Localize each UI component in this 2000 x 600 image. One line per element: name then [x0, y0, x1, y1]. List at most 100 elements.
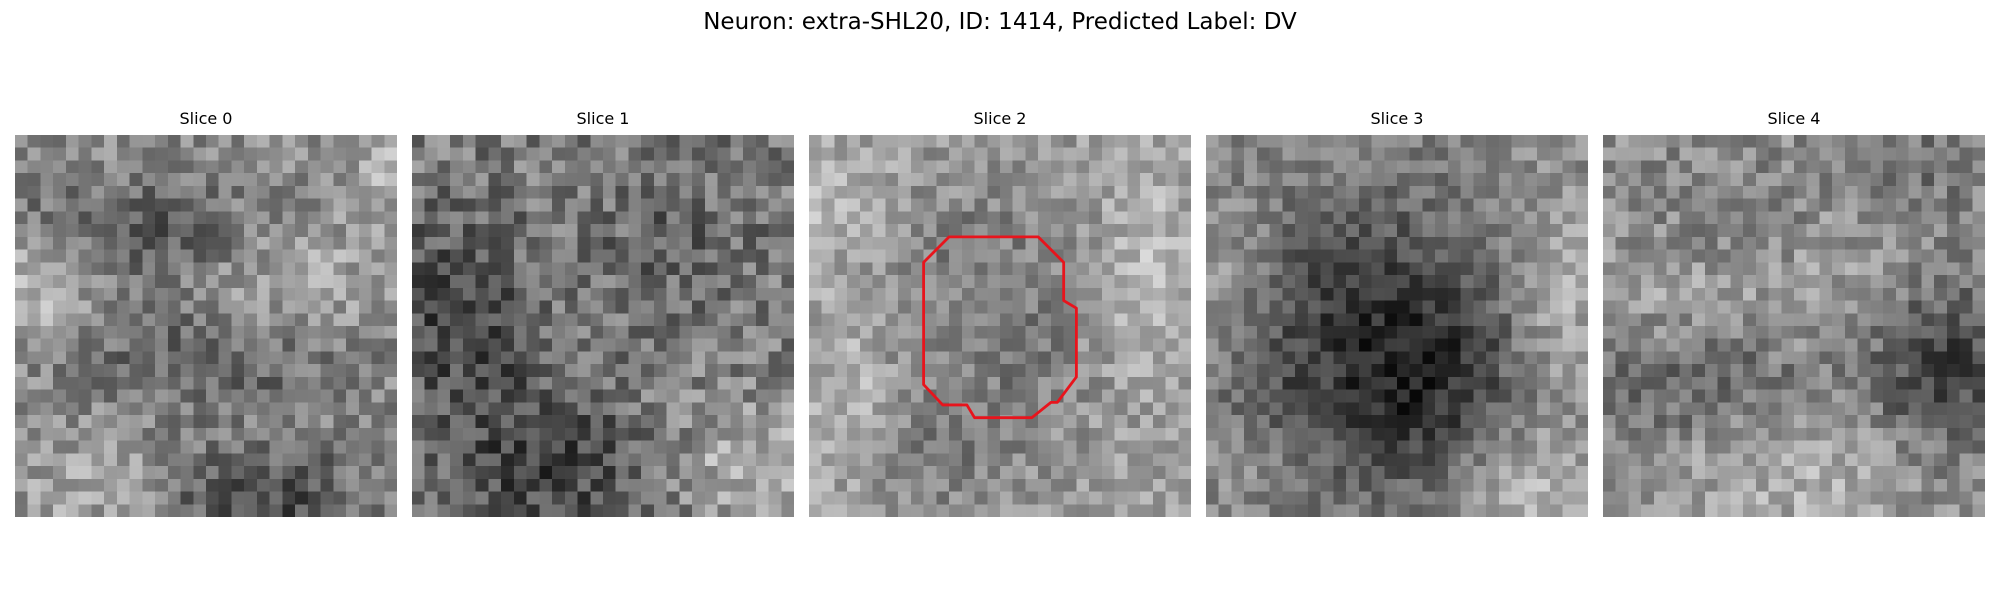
pixel [1282, 287, 1296, 301]
pixel [256, 275, 270, 289]
pixel [15, 376, 28, 390]
pixel [1422, 224, 1436, 238]
pixel [1371, 185, 1385, 199]
pixel [1101, 236, 1115, 250]
pixel [384, 300, 397, 314]
pixel [1562, 491, 1576, 505]
pixel [936, 198, 950, 212]
pixel [155, 415, 169, 429]
pixel [1206, 376, 1219, 390]
pixel [1908, 351, 1922, 365]
pixel [1946, 249, 1960, 263]
pixel [1806, 376, 1820, 390]
pixel [1575, 224, 1588, 238]
pixel [1422, 236, 1436, 250]
pixel [1730, 351, 1744, 365]
pixel [1358, 135, 1372, 148]
pixel [743, 135, 757, 148]
pixel [1447, 427, 1461, 441]
pixel [384, 249, 397, 263]
pixel [488, 351, 502, 365]
pixel [1244, 262, 1258, 276]
pixel [129, 160, 143, 174]
pixel [1755, 338, 1769, 352]
pixel [1295, 135, 1309, 148]
pixel [974, 364, 988, 378]
pixel [1717, 236, 1731, 250]
pixel [1000, 211, 1013, 225]
pixel [1206, 300, 1219, 314]
pixel [564, 185, 578, 199]
pixel [755, 440, 769, 454]
pixel [1422, 326, 1436, 339]
pixel [653, 326, 667, 339]
pixel [936, 211, 950, 225]
pixel [346, 466, 360, 480]
pixel [1615, 173, 1629, 187]
pixel [91, 326, 105, 339]
pixel [679, 504, 693, 517]
pixel [501, 440, 515, 454]
pixel [65, 185, 79, 199]
pixel [679, 300, 693, 314]
pixel [1346, 275, 1360, 289]
pixel [1615, 427, 1629, 441]
pixel [628, 478, 642, 492]
pixel [590, 376, 604, 390]
pixel [834, 135, 848, 148]
pixel [333, 402, 347, 416]
pixel [1384, 147, 1398, 161]
pixel [1384, 262, 1398, 276]
pixel [206, 287, 219, 301]
pixel [526, 415, 540, 429]
pixel [885, 275, 899, 289]
pixel [1692, 198, 1706, 212]
pixel [1346, 326, 1360, 339]
pixel [923, 466, 937, 480]
pixel [1089, 466, 1103, 480]
pixel [704, 275, 718, 289]
pixel [1908, 440, 1922, 454]
pixel [679, 287, 693, 301]
pixel [462, 351, 476, 365]
pixel [1781, 389, 1795, 403]
pixel [743, 287, 757, 301]
pixel [78, 275, 92, 289]
pixel [1063, 160, 1077, 174]
pixel [1511, 249, 1525, 263]
pixel [256, 300, 270, 314]
pixel [1435, 338, 1449, 352]
pixel [743, 313, 757, 327]
pixel [1447, 135, 1461, 148]
pixel [1435, 402, 1449, 416]
pixel [1704, 313, 1718, 327]
pixel [1653, 135, 1667, 148]
pixel [1717, 300, 1731, 314]
pixel [768, 249, 782, 263]
pixel [781, 504, 794, 517]
pixel [885, 466, 899, 480]
pixel [15, 402, 28, 416]
pixel [885, 351, 899, 365]
pixel [1679, 275, 1693, 289]
pixel [781, 402, 794, 416]
pixel [768, 504, 782, 517]
pixel [1397, 147, 1410, 161]
pixel [615, 211, 629, 225]
pixel [91, 440, 105, 454]
pixel [898, 224, 912, 238]
pixel [1114, 224, 1128, 238]
pixel [1679, 402, 1693, 416]
pixel [1883, 173, 1897, 187]
pixel [1320, 478, 1334, 492]
pixel [333, 364, 347, 378]
pixel [1498, 402, 1512, 416]
pixel [1256, 287, 1270, 301]
pixel [910, 427, 924, 441]
pixel [1409, 236, 1423, 250]
pixel [821, 287, 835, 301]
pixel [847, 351, 861, 365]
pixel [1549, 376, 1563, 390]
pixel [15, 287, 28, 301]
pixel [974, 160, 988, 174]
